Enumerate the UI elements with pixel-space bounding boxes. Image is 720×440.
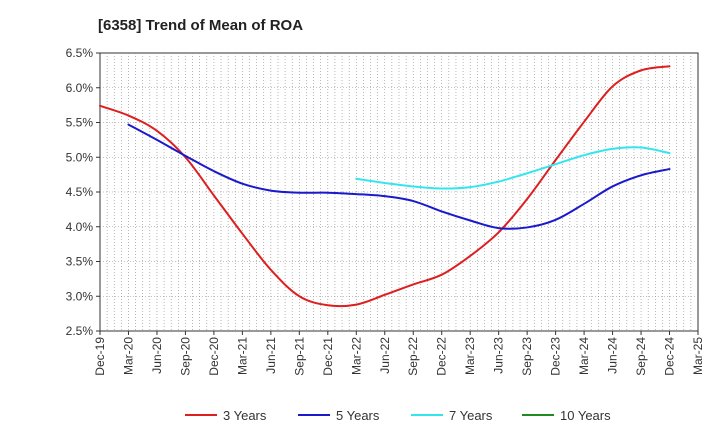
y-tick-label: 5.0% — [66, 150, 94, 164]
x-tick-label: Mar-22 — [349, 337, 363, 375]
y-tick-label: 6.0% — [66, 81, 94, 95]
x-tick-label: Jun-24 — [606, 337, 620, 374]
legend-label-5-years: 5 Years — [336, 408, 380, 423]
x-tick-label: Dec-21 — [321, 337, 335, 376]
x-tick-label: Jun-23 — [492, 337, 506, 374]
y-tick-label: 3.0% — [66, 289, 94, 303]
x-tick-label: Jun-20 — [150, 337, 164, 374]
x-tick-label: Mar-24 — [577, 337, 591, 375]
legend-label-7-years: 7 Years — [449, 408, 493, 423]
legend: 3 Years 5 Years 7 Years 10 Years — [185, 408, 611, 423]
x-tick-label: Sep-20 — [178, 337, 192, 376]
x-tick-label: Mar-21 — [235, 337, 249, 375]
x-tick-label: Sep-22 — [406, 337, 420, 376]
y-tick-label: 3.5% — [66, 255, 94, 269]
x-tick-label: Mar-23 — [463, 337, 477, 375]
x-tick-label: Mar-25 — [691, 337, 705, 375]
legend-label-3-years: 3 Years — [223, 408, 267, 423]
legend-label-10-years: 10 Years — [560, 408, 611, 423]
x-tick-label: Mar-20 — [121, 337, 135, 375]
x-tick-label: Sep-23 — [520, 337, 534, 376]
x-tick-label: Jun-22 — [378, 337, 392, 374]
y-tick-label: 4.5% — [66, 185, 94, 199]
x-tick-label: Dec-22 — [435, 337, 449, 376]
y-tick-label: 2.5% — [66, 324, 94, 338]
x-tick-label: Dec-24 — [663, 337, 677, 376]
series-line-3-years — [99, 65, 671, 308]
x-tick-label: Dec-20 — [207, 337, 221, 376]
y-tick-label: 5.5% — [66, 116, 94, 130]
y-tick-label: 4.0% — [66, 220, 94, 234]
series-line-7-years — [355, 146, 671, 190]
y-axis-ticks: 2.5% 3.0% 3.5% 4.0% 4.5% 5.0% 5.5% 6.0% 6.5% — [66, 46, 100, 338]
grid-lines — [100, 53, 698, 331]
x-tick-label: Dec-23 — [549, 337, 563, 376]
x-tick-label: Sep-24 — [634, 337, 648, 376]
series-line-5-years — [127, 123, 671, 230]
series-layer — [99, 65, 671, 308]
y-tick-label: 6.5% — [66, 46, 94, 60]
x-tick-label: Dec-19 — [93, 337, 107, 376]
chart-title: [6358] Trend of Mean of ROA — [98, 17, 303, 34]
x-tick-label: Sep-21 — [292, 337, 306, 376]
x-axis-ticks: Dec-19 Mar-20 Jun-20 Sep-20 Dec-20 Mar-21 Jun-… — [93, 331, 705, 376]
x-tick-label: Jun-21 — [264, 337, 278, 374]
